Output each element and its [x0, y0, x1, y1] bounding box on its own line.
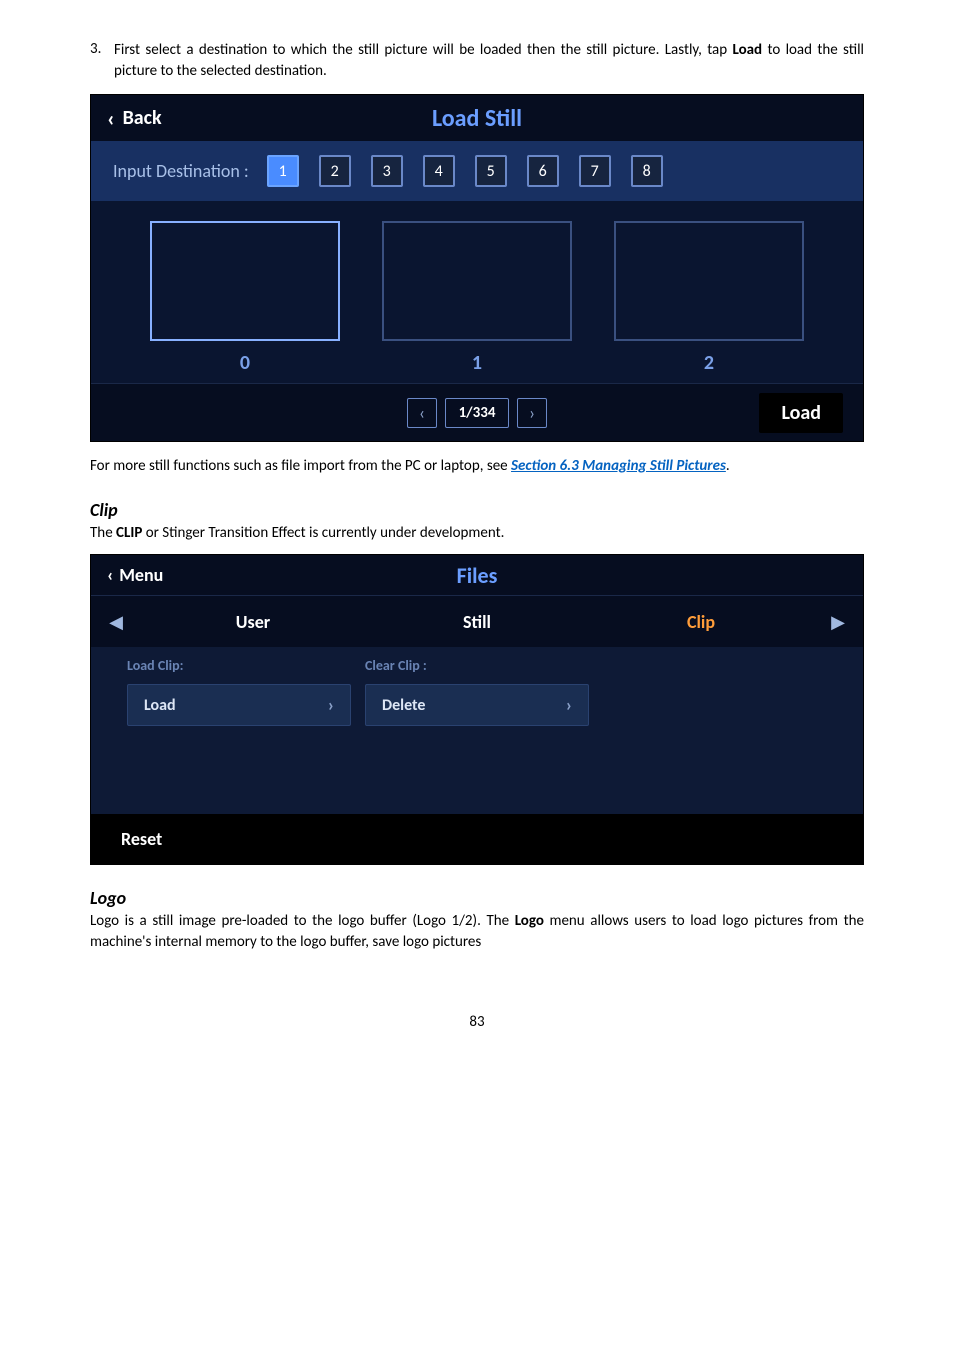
still-thumb-2[interactable]: 2	[614, 221, 804, 375]
load-still-panel: ‹ Back Load Still Input Destination : 12…	[90, 94, 864, 442]
load-clip-button-label: Load	[144, 696, 176, 715]
load-button[interactable]: Load	[759, 393, 843, 433]
destination-button-8[interactable]: 8	[631, 155, 663, 187]
page-indicator: 1/334	[445, 398, 509, 428]
after-text-1: For more still functions such as file im…	[90, 457, 511, 475]
reset-button[interactable]: Reset	[121, 828, 162, 850]
page-number: 83	[90, 1013, 864, 1031]
files-panel: ‹ Menu Files ◀ UserStillClip ▶ Load Clip…	[90, 554, 864, 865]
load-clip-column: Load Clip: Load ›	[127, 657, 351, 726]
files-header: ‹ Menu Files	[91, 555, 863, 595]
menu-back-button[interactable]: ‹ Menu	[91, 564, 163, 586]
still-thumb-0[interactable]: 0	[150, 221, 340, 375]
clip-description: The CLIP or Stinger Transition Effect is…	[90, 523, 864, 544]
more-functions-text: For more still functions such as file im…	[90, 456, 864, 477]
files-footer: Reset	[91, 814, 863, 864]
load-still-title: Load Still	[91, 104, 863, 133]
managing-still-pictures-link[interactable]: Section 6.3 Managing Still Pictures	[511, 457, 726, 475]
chevron-left-icon: ‹	[107, 105, 115, 132]
tab-still[interactable]: Still	[365, 611, 589, 633]
clip-text-before: The	[90, 524, 116, 542]
tab-user[interactable]: User	[141, 611, 365, 633]
back-label: Back	[123, 106, 162, 130]
page-prev-button[interactable]: ‹	[407, 398, 437, 428]
clear-clip-column: Clear Clip : Delete ›	[365, 657, 589, 726]
delete-clip-button[interactable]: Delete ›	[365, 684, 589, 726]
chevron-right-icon: ›	[328, 694, 334, 716]
logo-heading: Logo	[90, 887, 864, 909]
still-thumb-1[interactable]: 1	[382, 221, 572, 375]
back-button[interactable]: ‹ Back	[91, 105, 162, 132]
clip-text-bold: CLIP	[116, 524, 142, 542]
load-clip-button[interactable]: Load ›	[127, 684, 351, 726]
page-next-button[interactable]: ›	[517, 398, 547, 428]
files-body: Load Clip: Load › Clear Clip : Delete ›	[91, 647, 863, 814]
destination-button-3[interactable]: 3	[371, 155, 403, 187]
tab-clip[interactable]: Clip	[589, 611, 813, 633]
after-text-2: .	[726, 457, 730, 475]
load-still-header: ‹ Back Load Still	[91, 95, 863, 141]
step-text-before: First select a destination to which the …	[114, 41, 732, 59]
destination-button-7[interactable]: 7	[579, 155, 611, 187]
still-thumb-box	[382, 221, 572, 341]
menu-back-label: Menu	[119, 564, 163, 586]
chevron-left-icon: ‹	[107, 564, 113, 586]
logo-text-bold: Logo	[515, 912, 544, 930]
tab-prev-icon[interactable]: ◀	[91, 611, 141, 633]
still-thumb-label: 2	[704, 351, 714, 375]
files-tabs: ◀ UserStillClip ▶	[91, 595, 863, 647]
load-clip-label: Load Clip:	[127, 657, 351, 674]
input-destination-label: Input Destination :	[113, 160, 249, 182]
step-number: 3.	[90, 40, 114, 82]
logo-text-before: Logo is a still image pre-loaded to the …	[90, 912, 515, 930]
pager: ‹ 1/334 ›	[91, 398, 863, 428]
tab-next-icon[interactable]: ▶	[813, 611, 863, 633]
still-thumb-label: 1	[472, 351, 482, 375]
delete-clip-button-label: Delete	[382, 696, 425, 715]
destination-button-6[interactable]: 6	[527, 155, 559, 187]
clip-text-after: or Stinger Transition Effect is currentl…	[142, 524, 504, 542]
still-thumb-label: 0	[240, 351, 250, 375]
instruction-step-3: 3. First select a destination to which t…	[90, 40, 864, 82]
destination-button-5[interactable]: 5	[475, 155, 507, 187]
still-thumb-box	[150, 221, 340, 341]
destination-button-2[interactable]: 2	[319, 155, 351, 187]
input-destination-row: Input Destination : 12345678	[91, 141, 863, 201]
clear-clip-label: Clear Clip :	[365, 657, 589, 674]
destination-button-1[interactable]: 1	[267, 155, 299, 187]
empty-column	[603, 657, 827, 726]
files-title: Files	[91, 562, 863, 589]
still-thumb-box	[614, 221, 804, 341]
step-text: First select a destination to which the …	[114, 40, 864, 82]
destination-button-4[interactable]: 4	[423, 155, 455, 187]
still-thumbnails: 0 1 2	[91, 201, 863, 383]
logo-description: Logo is a still image pre-loaded to the …	[90, 911, 864, 953]
clip-heading: Clip	[90, 499, 864, 521]
destination-buttons: 12345678	[267, 155, 663, 187]
step-text-bold: Load	[732, 41, 762, 59]
load-still-footer: ‹ 1/334 › Load	[91, 383, 863, 441]
chevron-right-icon: ›	[566, 694, 572, 716]
